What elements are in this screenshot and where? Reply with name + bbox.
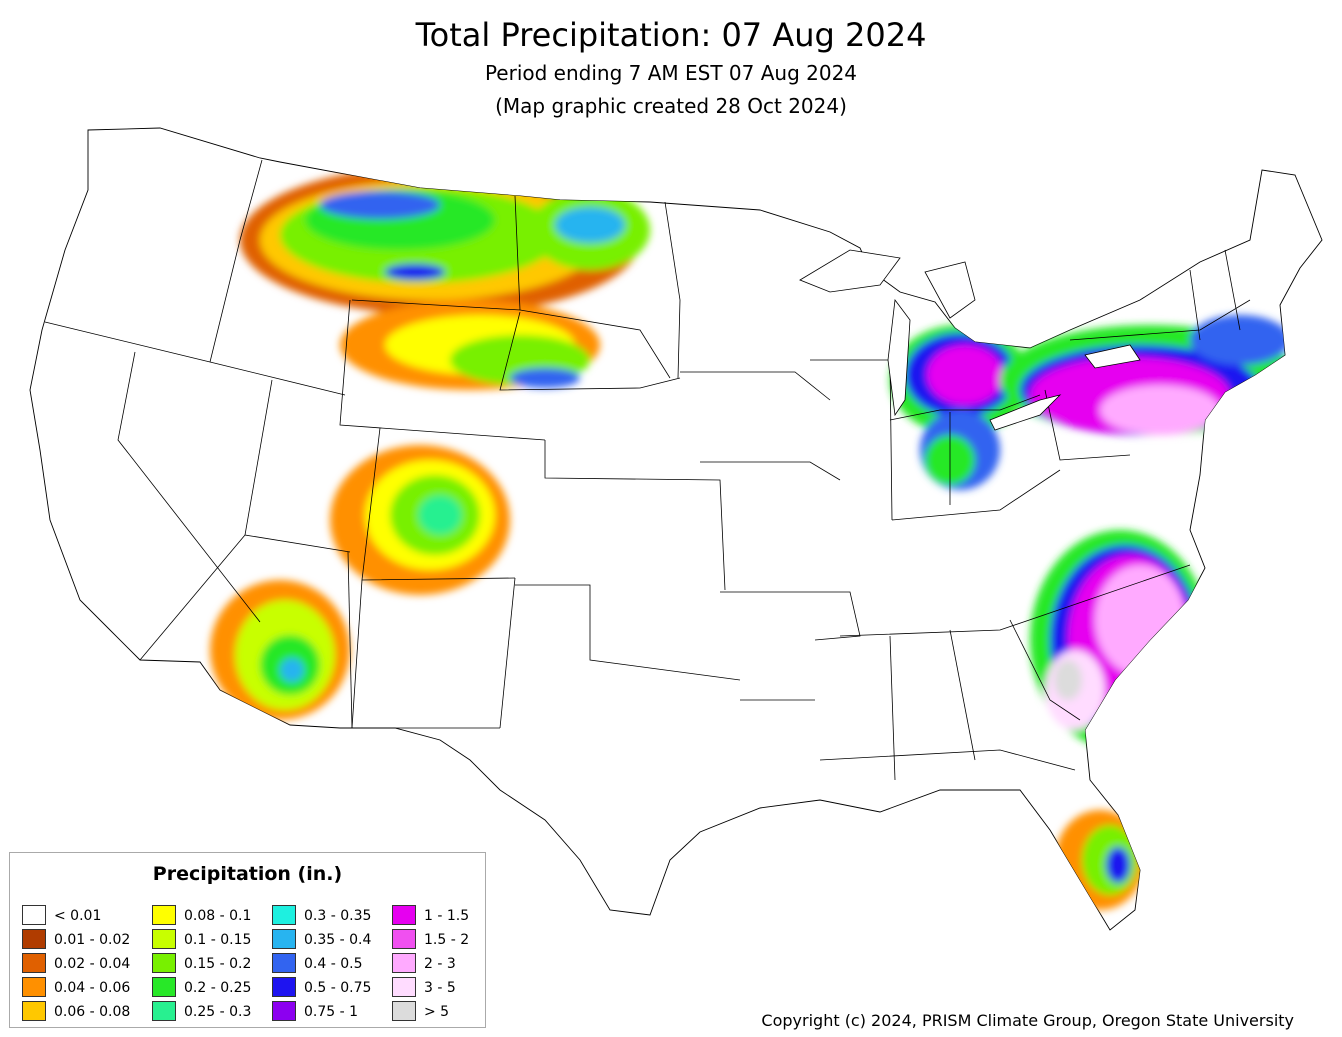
- legend-swatch: [272, 1001, 296, 1021]
- great-lakes: [799, 249, 1141, 431]
- legend-swatch: [272, 977, 296, 997]
- legend-label: 0.3 - 0.35: [304, 908, 372, 924]
- legend-label: 0.02 - 0.04: [54, 956, 131, 972]
- legend-label: 0.04 - 0.06: [54, 980, 131, 996]
- legend-label: 3 - 5: [424, 980, 456, 996]
- legend-swatch: [152, 1001, 176, 1021]
- legend-label: 0.75 - 1: [304, 1004, 359, 1020]
- legend-swatch: [392, 929, 416, 949]
- legend-label: 1.5 - 2: [424, 932, 470, 948]
- legend-swatch: [152, 905, 176, 925]
- legend: Precipitation (in.) < 0.01 0.01 - 0.02 0.0…: [9, 852, 486, 1028]
- state-boundaries: [44, 159, 1251, 781]
- legend-label: > 5: [424, 1004, 450, 1020]
- legend-label: 0.4 - 0.5: [304, 956, 363, 972]
- legend-swatch: [152, 977, 176, 997]
- legend-swatch: [392, 905, 416, 925]
- copyright-text: Copyright (c) 2024, PRISM Climate Group,…: [761, 1011, 1294, 1030]
- legend-label: 0.2 - 0.25: [184, 980, 252, 996]
- legend-label: 0.01 - 0.02: [54, 932, 131, 948]
- legend-swatch: [272, 953, 296, 973]
- legend-label: 0.06 - 0.08: [54, 1004, 131, 1020]
- legend-swatch: [152, 929, 176, 949]
- legend-label: 0.35 - 0.4: [304, 932, 372, 948]
- legend-label: 0.25 - 0.3: [184, 1004, 252, 1020]
- legend-label: < 0.01: [54, 908, 102, 924]
- us-outline: [29, 127, 1323, 931]
- map-title: Total Precipitation: 07 Aug 2024: [415, 16, 927, 54]
- legend-label: 1 - 1.5: [424, 908, 470, 924]
- legend-swatch: [22, 977, 46, 997]
- legend-swatch: [272, 905, 296, 925]
- legend-swatch: [152, 953, 176, 973]
- legend-swatch: [22, 905, 46, 925]
- legend-label: 2 - 3: [424, 956, 456, 972]
- legend-swatch: [22, 929, 46, 949]
- legend-swatch: [392, 1001, 416, 1021]
- legend-title: Precipitation (in.): [152, 863, 343, 885]
- legend-swatch: [272, 929, 296, 949]
- precipitation-field: [210, 165, 1300, 910]
- legend-label: 0.5 - 0.75: [304, 980, 372, 996]
- legend-label: 0.1 - 0.15: [184, 932, 252, 948]
- legend-swatch: [392, 977, 416, 997]
- map-subtitle: Period ending 7 AM EST 07 Aug 2024: [484, 61, 858, 85]
- legend-label: 0.08 - 0.1: [184, 908, 252, 924]
- legend-label: 0.15 - 0.2: [184, 956, 252, 972]
- map-created-note: (Map graphic created 28 Oct 2024): [495, 94, 847, 118]
- legend-swatch: [22, 1001, 46, 1021]
- legend-swatch: [22, 953, 46, 973]
- legend-swatch: [392, 953, 416, 973]
